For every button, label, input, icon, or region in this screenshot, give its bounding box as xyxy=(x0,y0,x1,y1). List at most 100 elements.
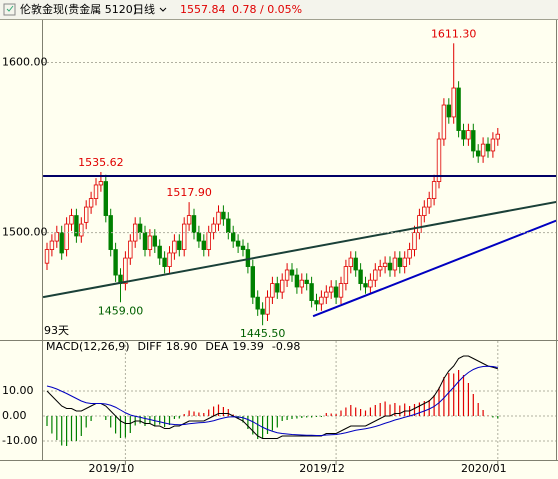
candle-body xyxy=(279,279,285,293)
candle-body xyxy=(309,283,314,301)
y-tick-label: -10.00 xyxy=(2,434,37,447)
candle-body xyxy=(314,300,319,305)
candle-body xyxy=(152,235,157,247)
dropdown-arrow[interactable] xyxy=(159,7,167,12)
candle-body xyxy=(363,283,368,288)
trend-line xyxy=(312,219,556,318)
candle-body xyxy=(250,266,255,298)
candle-body xyxy=(397,257,402,267)
candle-body xyxy=(441,104,447,140)
candle-body xyxy=(167,252,172,267)
legend-entry: DIFF xyxy=(138,340,162,353)
menu-icon-mark xyxy=(6,5,14,12)
candle-body xyxy=(93,184,99,199)
candle-body xyxy=(382,262,388,267)
candle-body xyxy=(304,279,309,284)
candle-body xyxy=(172,240,177,254)
candle-body xyxy=(191,215,197,233)
candle-body xyxy=(162,257,167,267)
header-bar xyxy=(0,0,558,19)
candle-body xyxy=(289,269,295,276)
candle-body xyxy=(324,291,329,298)
candle-body xyxy=(466,130,471,140)
candle-body xyxy=(196,232,202,242)
legend-entry: DEA xyxy=(205,340,228,353)
candle-body xyxy=(348,257,353,267)
last-price: 1557.84 xyxy=(180,3,226,16)
candle-body xyxy=(475,150,481,157)
candle-body xyxy=(270,283,275,298)
candle-body xyxy=(260,308,265,315)
candle-body xyxy=(240,245,246,250)
candle-body xyxy=(137,223,143,233)
x-tick-label: 2020/01 xyxy=(461,462,507,475)
candle-body xyxy=(181,223,187,250)
overlay: 1600.00 1500.00 2019/10 2019/12 2020/01 1611.… xyxy=(2,27,556,475)
candle-body xyxy=(186,215,192,225)
candle-body xyxy=(59,232,64,254)
period-label: 93天 xyxy=(44,324,69,337)
candle-body xyxy=(353,257,358,271)
candle-body xyxy=(98,181,104,186)
candle-body xyxy=(451,87,456,118)
candle-body xyxy=(402,257,407,267)
candle-body xyxy=(426,198,432,208)
candle-body xyxy=(147,235,153,250)
candle-body xyxy=(358,269,363,284)
extreme-label: 1535.62 xyxy=(78,156,124,169)
candle-body xyxy=(128,240,133,259)
candle-body xyxy=(88,198,94,208)
candle-body xyxy=(113,249,118,276)
candle-body xyxy=(54,232,59,242)
candle-body xyxy=(319,296,324,305)
extreme-label: 1445.50 xyxy=(240,327,286,340)
candle-body xyxy=(436,138,442,182)
candle-body xyxy=(84,206,89,223)
candle-body xyxy=(407,249,412,259)
candle-body xyxy=(480,143,486,157)
candle-body xyxy=(485,143,491,152)
candle-body xyxy=(230,232,236,242)
legend-text: 19.39 xyxy=(232,340,264,353)
legend-text: 18.90 xyxy=(166,340,198,353)
candle-body xyxy=(142,232,148,250)
candle-body xyxy=(64,223,69,250)
candle-body xyxy=(221,211,226,220)
trend-line xyxy=(43,200,556,299)
candle-body xyxy=(495,133,500,140)
candle-body xyxy=(265,296,270,315)
candle-body xyxy=(461,130,466,140)
candle-body xyxy=(275,283,280,293)
y-tick-label: 1600.00 xyxy=(2,56,48,69)
candle-body xyxy=(368,279,373,288)
candle-body xyxy=(201,240,206,250)
candle-body xyxy=(69,215,74,225)
candle-body xyxy=(333,286,339,298)
x-tick-label: 2019/12 xyxy=(299,462,345,475)
price-change: 0.78 / 0.05% xyxy=(232,3,302,16)
candle-body xyxy=(206,232,211,250)
instrument-title: 伦敦金现(贵金属 5120) xyxy=(20,2,137,16)
candle-body xyxy=(328,286,334,293)
candle-body xyxy=(211,223,216,233)
extreme-label: 1611.30 xyxy=(431,27,477,40)
legend-text: MACD(12,26,9) xyxy=(46,340,130,353)
candle-body xyxy=(422,206,427,216)
candle-body xyxy=(157,245,162,259)
candle-body xyxy=(490,138,496,152)
candle-body xyxy=(216,211,221,225)
candle-body xyxy=(446,104,451,118)
candle-body xyxy=(392,257,398,271)
period[interactable]: 日线 xyxy=(133,2,155,16)
menu-icon[interactable] xyxy=(3,3,16,16)
y-tick-label: 1500.00 xyxy=(2,226,48,239)
candle-body xyxy=(299,279,304,288)
price-panel xyxy=(43,43,556,326)
candle-body xyxy=(226,218,231,233)
candle-body xyxy=(431,181,437,199)
candle-body xyxy=(471,130,476,152)
x-tick-label: 2019/10 xyxy=(89,462,135,475)
candle-body xyxy=(44,249,50,264)
candle-body xyxy=(255,296,260,310)
